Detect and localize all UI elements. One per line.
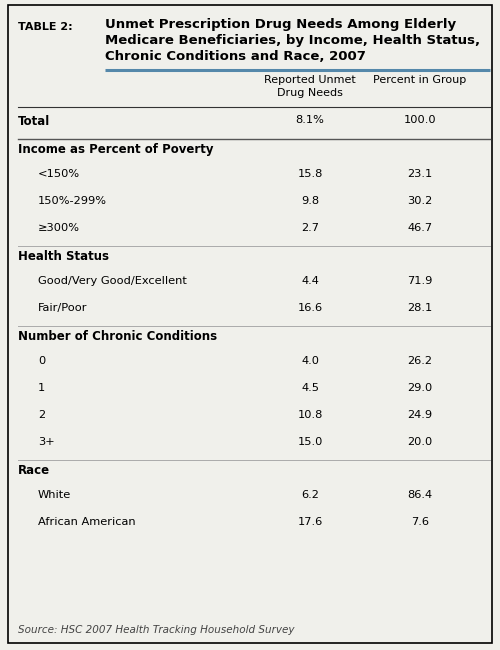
Text: 15.0: 15.0 [298, 437, 322, 447]
Text: Good/Very Good/Excellent: Good/Very Good/Excellent [38, 276, 187, 286]
Text: Medicare Beneficiaries, by Income, Health Status,: Medicare Beneficiaries, by Income, Healt… [105, 34, 480, 47]
Text: 2: 2 [38, 410, 45, 420]
Text: 28.1: 28.1 [408, 303, 432, 313]
Text: Unmet Prescription Drug Needs Among Elderly: Unmet Prescription Drug Needs Among Elde… [105, 18, 456, 31]
Text: 2.7: 2.7 [301, 223, 319, 233]
Text: 9.8: 9.8 [301, 196, 319, 206]
Text: 24.9: 24.9 [408, 410, 432, 420]
Text: Income as Percent of Poverty: Income as Percent of Poverty [18, 143, 214, 156]
Text: 4.0: 4.0 [301, 356, 319, 366]
Text: TABLE 2:: TABLE 2: [18, 22, 72, 32]
Text: 86.4: 86.4 [408, 490, 432, 500]
Text: Chronic Conditions and Race, 2007: Chronic Conditions and Race, 2007 [105, 50, 366, 63]
Text: 6.2: 6.2 [301, 490, 319, 500]
Text: 46.7: 46.7 [408, 223, 432, 233]
Text: 7.6: 7.6 [411, 517, 429, 527]
Text: 150%-299%: 150%-299% [38, 196, 107, 206]
Text: 10.8: 10.8 [298, 410, 322, 420]
Text: Fair/Poor: Fair/Poor [38, 303, 88, 313]
Text: 16.6: 16.6 [298, 303, 322, 313]
Text: 23.1: 23.1 [408, 169, 432, 179]
Text: Health Status: Health Status [18, 250, 109, 263]
Text: 30.2: 30.2 [408, 196, 432, 206]
Text: 0: 0 [38, 356, 45, 366]
Text: 8.1%: 8.1% [296, 115, 324, 125]
Text: 20.0: 20.0 [408, 437, 432, 447]
Text: Number of Chronic Conditions: Number of Chronic Conditions [18, 330, 217, 343]
Text: Reported Unmet: Reported Unmet [264, 75, 356, 85]
Text: Drug Needs: Drug Needs [277, 88, 343, 98]
Text: 71.9: 71.9 [408, 276, 432, 286]
Text: <150%: <150% [38, 169, 80, 179]
Text: 3+: 3+ [38, 437, 54, 447]
Text: 4.4: 4.4 [301, 276, 319, 286]
Text: 100.0: 100.0 [404, 115, 436, 125]
Text: Source: HSC 2007 Health Tracking Household Survey: Source: HSC 2007 Health Tracking Househo… [18, 625, 294, 635]
Text: Percent in Group: Percent in Group [374, 75, 466, 85]
Text: 26.2: 26.2 [408, 356, 432, 366]
Text: 17.6: 17.6 [298, 517, 322, 527]
Text: 15.8: 15.8 [298, 169, 322, 179]
Text: Race: Race [18, 464, 50, 477]
Text: 29.0: 29.0 [408, 383, 432, 393]
Text: Total: Total [18, 115, 50, 128]
Text: 1: 1 [38, 383, 45, 393]
Text: White: White [38, 490, 72, 500]
Text: African American: African American [38, 517, 136, 527]
Text: ≥300%: ≥300% [38, 223, 80, 233]
Text: 4.5: 4.5 [301, 383, 319, 393]
